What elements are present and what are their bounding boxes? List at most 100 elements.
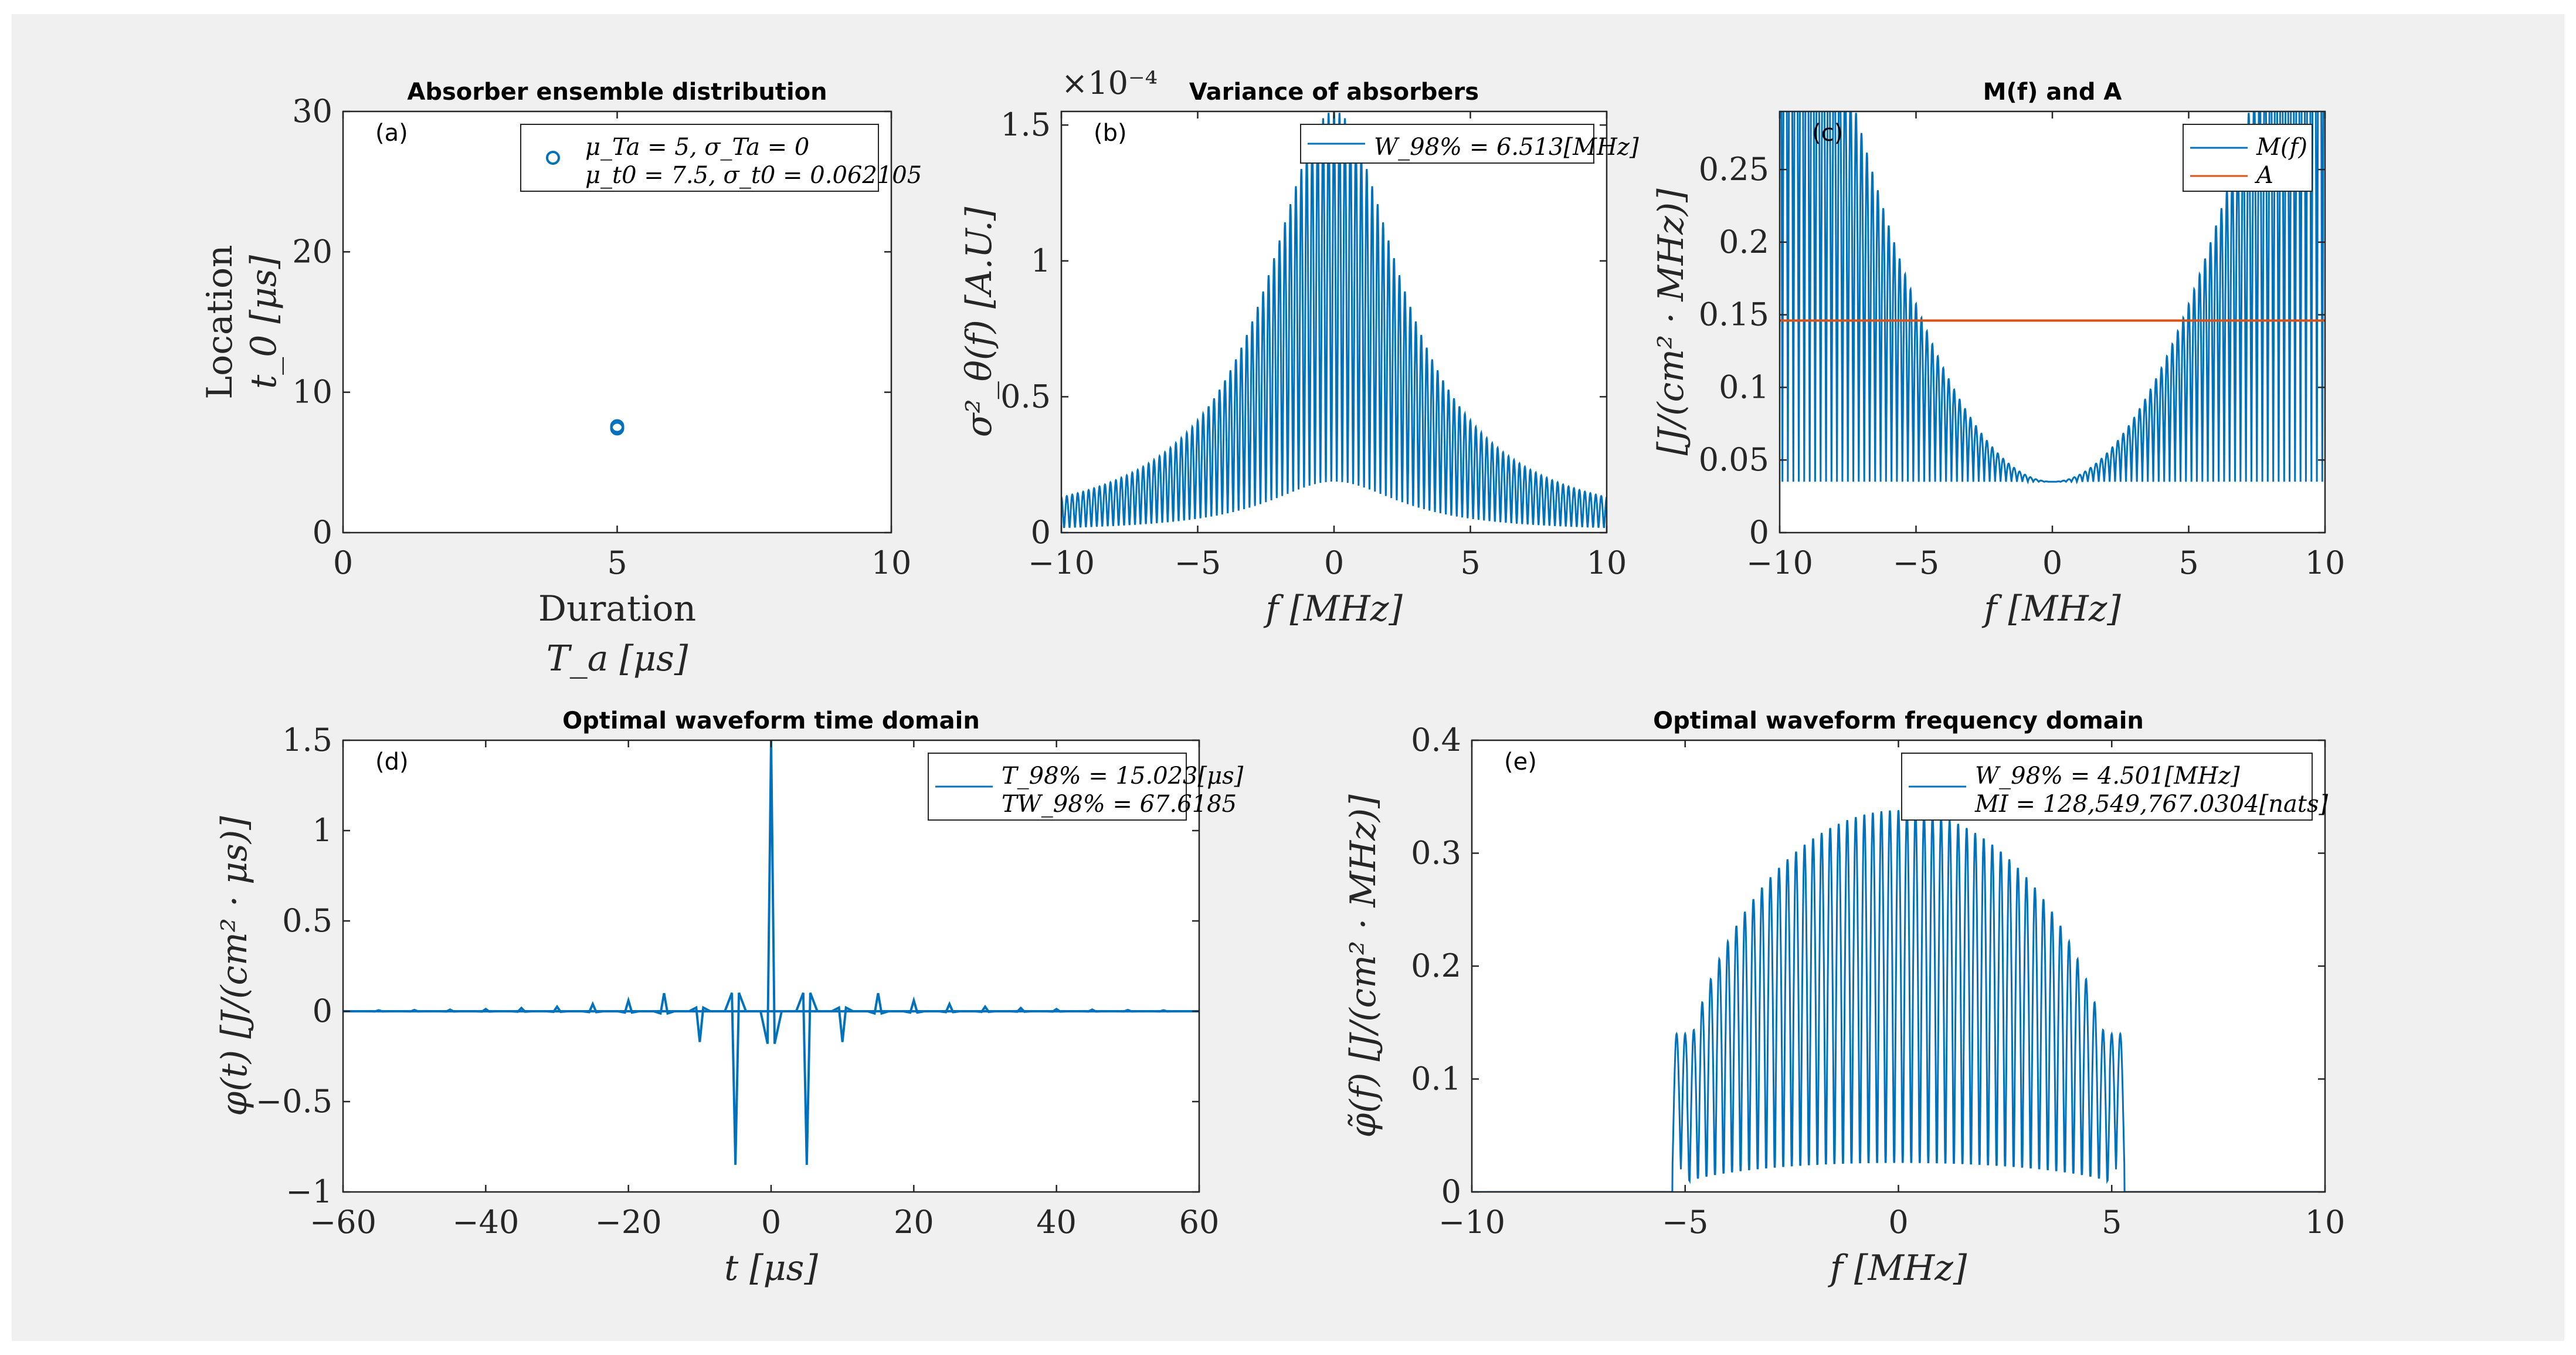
waveform-spike [1046, 1007, 1067, 1013]
waveform-spike [1117, 1008, 1139, 1013]
x-tick-label: 40 [1036, 1204, 1077, 1241]
y-tick-label: 1.5 [282, 721, 332, 758]
waveform-spike [974, 1004, 996, 1014]
y-axis-label-text: φ(t) [J/(cm² · μs)] [214, 816, 255, 1116]
y-tick-label: 1.5 [1000, 106, 1051, 143]
waveform-spike [938, 1001, 961, 1014]
x-tick-label: 0 [761, 1204, 781, 1241]
waveform-spike [582, 1001, 604, 1014]
legend-entry: MI = 128,549,767.0304[nats] [1974, 791, 2329, 818]
panel-c: −10 −5 0 5 10 0 0.05 0.1 0.15 0.2 0.25 M(f) and A (c… [1651, 79, 2345, 629]
panel-d: −60 −40 −20 0 20 40 60 −1 −0.5 0 0.5 1 1.5 Optimal wa… [214, 707, 1244, 1289]
y-axis-label-line2: t_0 [μs] [243, 255, 284, 389]
legend-box [520, 124, 879, 192]
y-axis-label-line1: Location [199, 245, 240, 399]
waveform-spike [1010, 1006, 1031, 1013]
data-point [610, 419, 625, 433]
waveform-spike [546, 1004, 568, 1014]
x-tick-label: 5 [607, 544, 627, 581]
x-tick-label: −20 [595, 1204, 662, 1241]
y-axis-label-text: σ²_θ(f) [A.U.] [959, 206, 1000, 437]
x-tick-label: 10 [2305, 1204, 2346, 1241]
x-tick-label: 10 [1587, 544, 1627, 581]
chart-title: Variance of absorbers [1189, 79, 1479, 106]
legend: T_98% = 15.023[μs]TW_98% = 67.6185 [928, 753, 1244, 821]
x-tick-label: 0 [333, 544, 353, 581]
waveform-spike [759, 740, 783, 1044]
y-tick-label: 0.1 [1411, 1061, 1461, 1097]
series-line-variance [1061, 111, 1607, 529]
waveform-spike [1081, 1008, 1103, 1013]
plot-area [343, 740, 1199, 1165]
legend-entry: TW_98% = 67.6185 [1002, 791, 1237, 818]
panel-letter: (d) [375, 748, 409, 775]
waveform-spike [439, 1008, 461, 1013]
x-tick-label: −10 [1438, 1204, 1505, 1241]
y-axis-label: [J/(cm² · MHz)] [1651, 188, 1692, 456]
legend-box [1901, 753, 2313, 821]
y-tick-label: −1 [286, 1173, 332, 1210]
plot-area [1472, 810, 2325, 1192]
panel-letter: (b) [1094, 120, 1127, 147]
x-tick-label: 5 [2102, 1204, 2122, 1241]
y-tick-label: 0.25 [1699, 151, 1769, 188]
legend-entry: μ_t0 = 7.5, σ_t0 = 0.062105 [585, 162, 922, 189]
x-tick-label: 0 [1324, 544, 1344, 581]
y-tick-label: 20 [292, 233, 332, 270]
waveform-spike [902, 996, 925, 1014]
legend-entry: W_98% = 6.513[MHz] [1374, 134, 1639, 161]
x-tick-label: 0 [1888, 1204, 1908, 1241]
y-tick-label: 1 [313, 812, 332, 849]
legend: W_98% = 4.501[MHz]MI = 128,549,767.0304[… [1901, 753, 2329, 821]
legend-entry: A [2254, 162, 2273, 189]
waveform-spike [511, 1006, 532, 1013]
waveform-spike [1153, 1009, 1175, 1013]
plot-area [1061, 111, 1607, 529]
legend-entry: M(f) [2256, 134, 2307, 161]
plot-area [610, 419, 625, 436]
series-line-Mf [1780, 111, 2324, 485]
y-tick-label: 30 [292, 93, 332, 130]
y-tick-label: 0.15 [1699, 296, 1769, 333]
x-axis-label: f [MHz] [1263, 588, 1403, 629]
legend: μ_Ta = 5, σ_Ta = 0μ_t0 = 7.5, σ_t0 = 0.0… [520, 124, 922, 192]
x-tick-label: 60 [1179, 1204, 1220, 1241]
waveform-spike [475, 1007, 497, 1013]
y-tick-label: 0 [313, 992, 332, 1029]
x-tick-label: 20 [894, 1204, 934, 1241]
y-tick-label: 0.5 [282, 902, 332, 939]
y-tick-label: 0.5 [1000, 378, 1051, 415]
x-tick-label: 5 [2178, 544, 2198, 581]
y-tick-label: −0.5 [256, 1083, 332, 1120]
legend-box [2183, 124, 2313, 192]
chart-title: Optimal waveform frequency domain [1653, 707, 2144, 734]
x-tick-label: 10 [871, 544, 912, 581]
chart-title: Optimal waveform time domain [562, 707, 980, 734]
legend-entry: T_98% = 15.023[μs] [1002, 763, 1244, 790]
x-axis-label: f [MHz] [1828, 1248, 1967, 1289]
y-tick-label: 10 [292, 374, 332, 411]
panel-letter: (a) [375, 120, 408, 147]
x-tick-label: −5 [1175, 544, 1221, 581]
waveform-spike [867, 992, 890, 1015]
series-line-spectrum [1472, 810, 2325, 1192]
y-tick-label: 0.3 [1411, 835, 1461, 872]
x-tick-label: 5 [1460, 544, 1480, 581]
legend-entry: μ_Ta = 5, σ_Ta = 0 [585, 134, 809, 161]
panel-a: 0 5 10 0 10 20 30 Absorber ensemble distributio… [199, 79, 922, 679]
y-axis-label: Location t_0 [μs] [199, 245, 284, 399]
y-tick-label: 0 [1749, 514, 1769, 551]
y-axis-label: φ(t) [J/(cm² · μs)] [214, 816, 255, 1116]
y-tick-label: 0.2 [1411, 947, 1461, 984]
waveform-spike [653, 992, 676, 1015]
x-axis-label: f [MHz] [1981, 588, 2121, 629]
panel-b: −10 −5 0 5 10 0 0.5 1 1.5 Variance of absorbers (b… [959, 65, 1639, 629]
chart-title: Absorber ensemble distribution [407, 79, 827, 106]
x-tick-label: −5 [1893, 544, 1940, 581]
y-axis-label-text: φ̃(f) [J/(cm² · MHz)] [1343, 794, 1384, 1138]
y-axis-label-text: [J/(cm² · MHz)] [1651, 188, 1692, 456]
x-tick-label: −10 [1028, 544, 1095, 581]
panel-letter: (e) [1504, 748, 1537, 775]
